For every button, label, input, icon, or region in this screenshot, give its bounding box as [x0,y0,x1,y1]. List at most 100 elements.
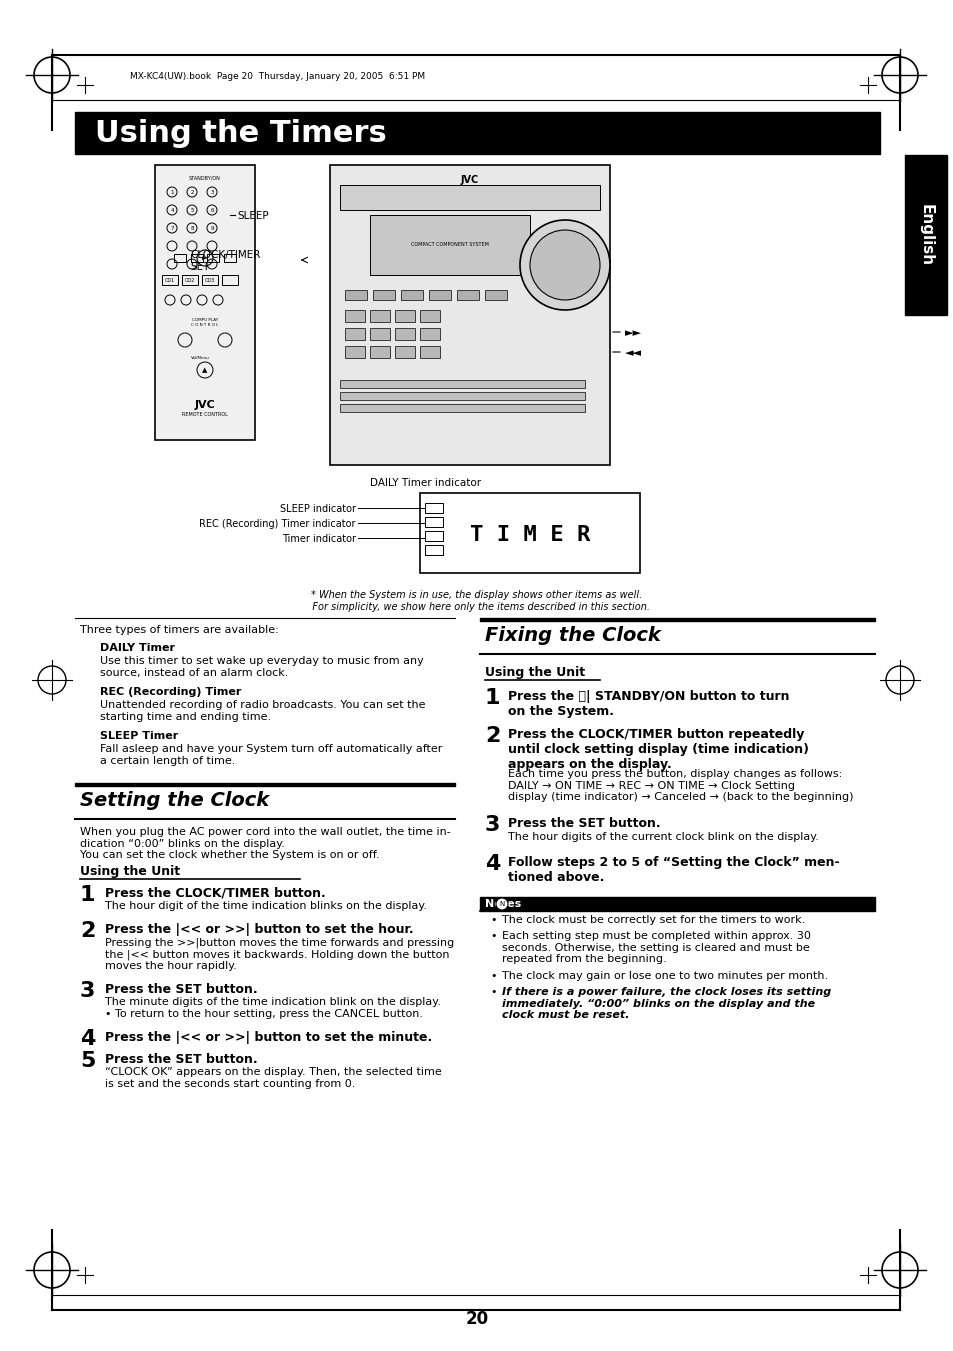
Bar [395,346,415,358]
Bar [75,112,879,154]
Circle shape [519,220,609,309]
Text: The hour digits of the current clock blink on the display.: The hour digits of the current clock bli… [507,832,818,842]
Bar [370,328,390,340]
Bar [429,290,451,300]
Text: Three types of timers are available:: Three types of timers are available: [80,626,278,635]
Text: CLOCK/TIMER
SET: CLOCK/TIMER SET [190,250,260,272]
Text: •: • [490,971,496,981]
Text: 3: 3 [210,189,213,195]
Bar [345,346,365,358]
Text: 20: 20 [465,1310,488,1328]
Text: Pressing the >>|button moves the time forwards and pressing
the |<< button moves: Pressing the >>|button moves the time fo… [105,938,454,971]
Text: JVC: JVC [194,400,215,409]
Text: Press the SET button.: Press the SET button. [105,984,257,996]
Text: 8: 8 [190,226,193,231]
Bar [424,517,442,527]
Bar [345,290,367,300]
Text: If there is a power failure, the clock loses its setting
immediately. “0:00” bli: If there is a power failure, the clock l… [501,988,830,1020]
Bar [182,276,198,285]
Text: 4: 4 [170,208,173,212]
Text: Use this timer to set wake up everyday to music from any
source, instead of an a: Use this timer to set wake up everyday t… [100,657,423,678]
Text: MX-KC4(UW).book  Page 20  Thursday, January 20, 2005  6:51 PM: MX-KC4(UW).book Page 20 Thursday, Januar… [130,72,425,81]
Text: DAILY Timer indicator: DAILY Timer indicator [370,478,480,488]
Text: When you plug the AC power cord into the wall outlet, the time in-
dication “0:0: When you plug the AC power cord into the… [80,827,450,861]
Text: 4: 4 [80,1029,95,1048]
Bar [222,276,237,285]
Text: The minute digits of the time indication blink on the display.
• To return to th: The minute digits of the time indication… [105,997,440,1019]
Text: Using the Timers: Using the Timers [95,119,386,147]
Bar [173,254,186,262]
Text: Press the ⏻| STANDBY/ON button to turn
on the System.: Press the ⏻| STANDBY/ON button to turn o… [507,690,789,717]
Bar [419,493,639,573]
Text: 2: 2 [484,725,500,746]
Text: •: • [490,988,496,997]
Text: “CLOCK OK” appears on the display. Then, the selected time
is set and the second: “CLOCK OK” appears on the display. Then,… [105,1067,441,1089]
Bar [224,254,235,262]
Bar [202,276,218,285]
Text: Each time you press the button, display changes as follows:
DAILY → ON TIME → RE: Each time you press the button, display … [507,769,853,802]
Text: The hour digit of the time indication blinks on the display.: The hour digit of the time indication bl… [105,901,427,911]
Bar [484,290,506,300]
Text: 1: 1 [484,688,500,708]
Text: Using the Unit: Using the Unit [80,865,180,878]
Bar [370,215,530,276]
Text: •: • [490,931,496,942]
Bar [419,328,439,340]
Circle shape [496,898,507,911]
Text: Follow steps 2 to 5 of “Setting the Clock” men-
tioned above.: Follow steps 2 to 5 of “Setting the Cloc… [507,857,839,884]
Text: SLEEP Timer: SLEEP Timer [100,731,178,740]
Bar [330,165,609,465]
Text: Fall asleep and have your System turn off automatically after
a certain length o: Fall asleep and have your System turn of… [100,744,442,766]
Text: Press the SET button.: Press the SET button. [105,1052,257,1066]
Text: 2: 2 [80,921,95,942]
Text: JVC: JVC [460,176,478,185]
Text: DAILY Timer: DAILY Timer [100,643,174,653]
Bar [400,290,422,300]
Text: 7: 7 [170,226,173,231]
Bar [479,617,874,621]
Text: SLEEP indicator: SLEEP indicator [280,504,355,513]
Bar [395,328,415,340]
Bar [339,185,599,209]
Text: Fixing the Clock: Fixing the Clock [484,626,660,644]
Text: N: N [498,901,504,907]
Text: The clock may gain or lose one to two minutes per month.: The clock may gain or lose one to two mi… [501,971,827,981]
Bar [207,254,219,262]
Text: REC (Recording) Timer: REC (Recording) Timer [100,688,241,697]
Bar [424,544,442,555]
Bar [345,309,365,322]
Bar [419,346,439,358]
Text: Timer indicator: Timer indicator [282,534,355,544]
Bar [424,503,442,513]
Text: COMPU PLAY: COMPU PLAY [192,317,218,322]
Text: Press the SET button.: Press the SET button. [507,817,659,830]
Text: 3: 3 [484,815,500,835]
Text: CD2: CD2 [185,277,195,282]
Text: ▲: ▲ [202,367,208,373]
Text: STANDBY/ON: STANDBY/ON [189,176,221,180]
Bar [191,254,203,262]
Text: REC (Recording) Timer indicator: REC (Recording) Timer indicator [199,519,355,530]
Text: 6: 6 [210,208,213,212]
Bar [75,784,455,786]
Text: 5: 5 [190,208,193,212]
Text: Each setting step must be completed within approx. 30
seconds. Otherwise, the se: Each setting step must be completed with… [501,931,810,965]
Text: ►►: ►► [624,328,641,338]
Text: Vol/Menu: Vol/Menu [191,357,209,359]
Text: •: • [490,915,496,925]
Text: Notes: Notes [484,898,520,909]
Bar [419,309,439,322]
Text: 4: 4 [484,854,500,874]
Bar [339,404,584,412]
Bar [479,897,874,911]
Text: C O N T R O L: C O N T R O L [191,323,218,327]
Text: * When the System is in use, the display shows other items as well.
   For simpl: * When the System is in use, the display… [303,590,650,612]
Text: Using the Unit: Using the Unit [484,666,584,680]
Text: 5: 5 [80,1051,95,1071]
Text: English: English [918,204,933,266]
Text: SLEEP: SLEEP [236,211,269,222]
Text: 3: 3 [80,981,95,1001]
Bar [339,380,584,388]
Bar [370,309,390,322]
Text: Press the CLOCK/TIMER button repeatedly
until clock setting display (time indica: Press the CLOCK/TIMER button repeatedly … [507,728,808,771]
